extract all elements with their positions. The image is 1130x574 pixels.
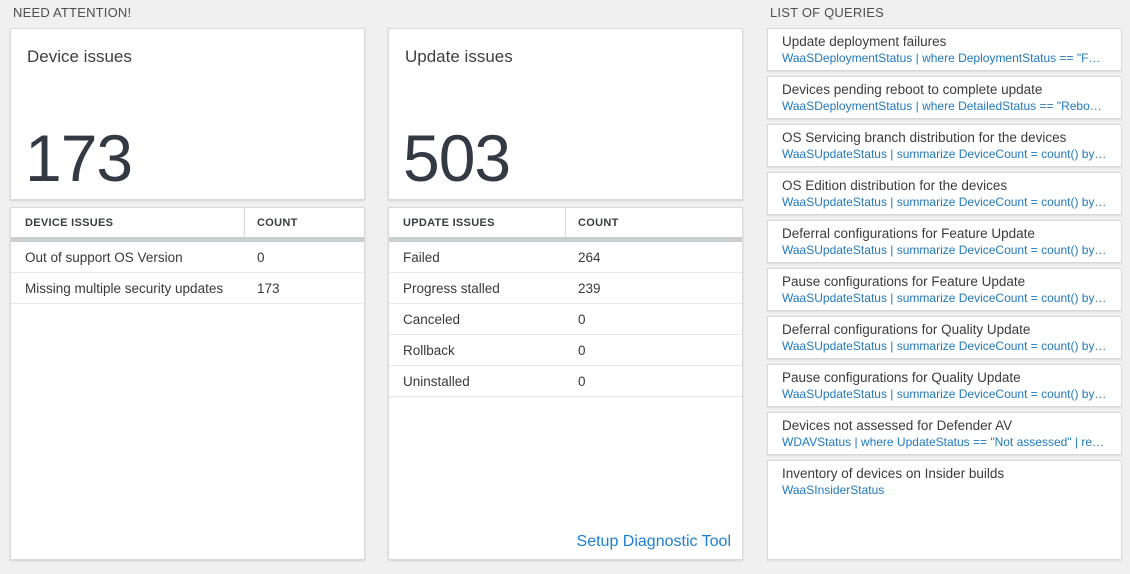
update-table-header-row: UPDATE ISSUES COUNT	[389, 208, 742, 237]
device-issues-tile[interactable]: Device issues 173	[10, 28, 365, 200]
queries-list: Update deployment failures WaaSDeploymen…	[767, 28, 1122, 560]
row-count: 0	[578, 373, 586, 389]
query-item[interactable]: Devices pending reboot to complete updat…	[767, 76, 1122, 119]
query-name: Deferral configurations for Feature Upda…	[782, 226, 1035, 241]
table-row[interactable]: Uninstalled 0	[389, 366, 742, 397]
table-row[interactable]: Missing multiple security updates 173	[11, 273, 364, 304]
row-count: 173	[257, 280, 280, 296]
query-item[interactable]: Devices not assessed for Defender AV WDA…	[767, 412, 1122, 455]
row-count: 264	[578, 249, 601, 265]
query-item[interactable]: Pause configurations for Quality Update …	[767, 364, 1122, 407]
query-code: WaaSDeploymentStatus | where DeploymentS…	[782, 51, 1107, 65]
table-header-divider-bar	[11, 237, 364, 242]
device-table-header-issue: DEVICE ISSUES	[11, 208, 245, 237]
query-code: WaaSUpdateStatus | summarize DeviceCount…	[782, 243, 1107, 257]
query-item[interactable]: OS Edition distribution for the devices …	[767, 172, 1122, 215]
row-label: Uninstalled	[403, 373, 470, 389]
row-label: Missing multiple security updates	[25, 280, 224, 296]
row-count: 0	[257, 249, 265, 265]
list-of-queries-section-title: LIST OF QUERIES	[770, 5, 885, 20]
query-name: Pause configurations for Quality Update	[782, 370, 1021, 385]
query-name: Inventory of devices on Insider builds	[782, 466, 1005, 481]
query-name: Pause configurations for Feature Update	[782, 274, 1026, 289]
query-code: WDAVStatus | where UpdateStatus == "Not …	[782, 435, 1107, 449]
row-label: Progress stalled	[403, 280, 500, 296]
update-issues-tile[interactable]: Update issues 503	[388, 28, 743, 200]
query-name: Deferral configurations for Quality Upda…	[782, 322, 1031, 337]
query-name: OS Servicing branch distribution for the…	[782, 130, 1067, 145]
table-row[interactable]: Rollback 0	[389, 335, 742, 366]
table-row[interactable]: Progress stalled 239	[389, 273, 742, 304]
query-item[interactable]: OS Servicing branch distribution for the…	[767, 124, 1122, 167]
device-table-header-row: DEVICE ISSUES COUNT	[11, 208, 364, 237]
query-code: WaaSInsiderStatus	[782, 483, 885, 497]
query-code: WaaSUpdateStatus | summarize DeviceCount…	[782, 291, 1107, 305]
row-label: Failed	[403, 249, 440, 265]
device-issues-count: 173	[25, 121, 133, 195]
update-issues-tile-title: Update issues	[405, 47, 513, 66]
update-table-header-issue: UPDATE ISSUES	[389, 208, 566, 237]
query-name: Devices pending reboot to complete updat…	[782, 82, 1043, 97]
query-code: WaaSDeploymentStatus | where DetailedSta…	[782, 99, 1107, 113]
setup-diagnostic-tool-link[interactable]: Setup Diagnostic Tool	[576, 533, 731, 550]
update-issues-count: 503	[403, 121, 511, 195]
table-header-divider-bar	[389, 237, 742, 242]
row-count: 0	[578, 311, 586, 327]
device-issues-table: DEVICE ISSUES COUNT Out of support OS Ve…	[10, 207, 365, 560]
row-count: 0	[578, 342, 586, 358]
query-code: WaaSUpdateStatus | summarize DeviceCount…	[782, 147, 1107, 161]
query-item[interactable]: Inventory of devices on Insider builds W…	[767, 460, 1122, 560]
query-name: Devices not assessed for Defender AV	[782, 418, 1013, 433]
table-row[interactable]: Out of support OS Version 0	[11, 242, 364, 273]
need-attention-section-title: NEED ATTENTION!	[13, 5, 132, 20]
query-name: OS Edition distribution for the devices	[782, 178, 1008, 193]
row-count: 239	[578, 280, 601, 296]
table-row[interactable]: Canceled 0	[389, 304, 742, 335]
query-item[interactable]: Pause configurations for Feature Update …	[767, 268, 1122, 311]
query-code: WaaSUpdateStatus | summarize DeviceCount…	[782, 339, 1107, 353]
query-item[interactable]: Deferral configurations for Quality Upda…	[767, 316, 1122, 359]
device-table-header-count: COUNT	[257, 216, 298, 229]
query-name: Update deployment failures	[782, 34, 947, 49]
query-item[interactable]: Update deployment failures WaaSDeploymen…	[767, 28, 1122, 71]
row-label: Out of support OS Version	[25, 249, 183, 265]
query-code: WaaSUpdateStatus | summarize DeviceCount…	[782, 195, 1107, 209]
device-issues-tile-title: Device issues	[27, 47, 132, 66]
update-issues-table: UPDATE ISSUES COUNT Failed 264 Progress …	[388, 207, 743, 560]
row-label: Canceled	[403, 311, 461, 327]
update-table-header-count: COUNT	[578, 216, 619, 229]
query-code: WaaSUpdateStatus | summarize DeviceCount…	[782, 387, 1107, 401]
row-label: Rollback	[403, 342, 455, 358]
table-row[interactable]: Failed 264	[389, 242, 742, 273]
query-item[interactable]: Deferral configurations for Feature Upda…	[767, 220, 1122, 263]
